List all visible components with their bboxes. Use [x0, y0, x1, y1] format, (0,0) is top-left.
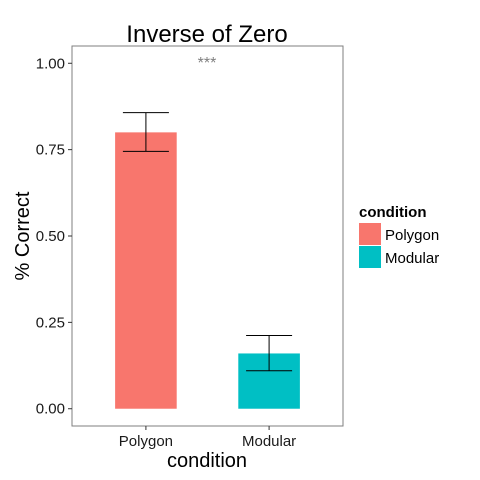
y-tick-label: 1.00 [36, 55, 65, 72]
chart-title: Inverse of Zero [126, 21, 287, 48]
y-tick-label: 0.50 [36, 228, 65, 245]
legend-swatch-modular [359, 246, 381, 268]
x-tick-label: Polygon [119, 433, 173, 450]
y-tick-label: 0.00 [36, 401, 65, 418]
legend-label-modular: Modular [385, 250, 439, 267]
x-tick-label: Modular [242, 433, 296, 450]
error-bars-group [122, 112, 293, 372]
legend-swatch-polygon [359, 223, 381, 245]
legend-label-polygon: Polygon [385, 227, 439, 244]
y-tick-label: 0.25 [36, 314, 65, 331]
bars-group [115, 132, 300, 409]
y-axis-title: % Correct [12, 191, 34, 280]
legend: condition Polygon Modular [359, 204, 439, 268]
bar-polygon [115, 132, 177, 409]
y-tick-label: 0.75 [36, 142, 65, 159]
y-axis: 0.00 0.25 0.50 0.75 1.00 [36, 55, 72, 418]
legend-title: condition [359, 204, 427, 221]
x-axis: Polygon Modular [119, 426, 296, 450]
x-axis-title: condition [167, 450, 247, 472]
plot-panel [71, 45, 344, 427]
significance-annotation: *** [198, 55, 217, 72]
